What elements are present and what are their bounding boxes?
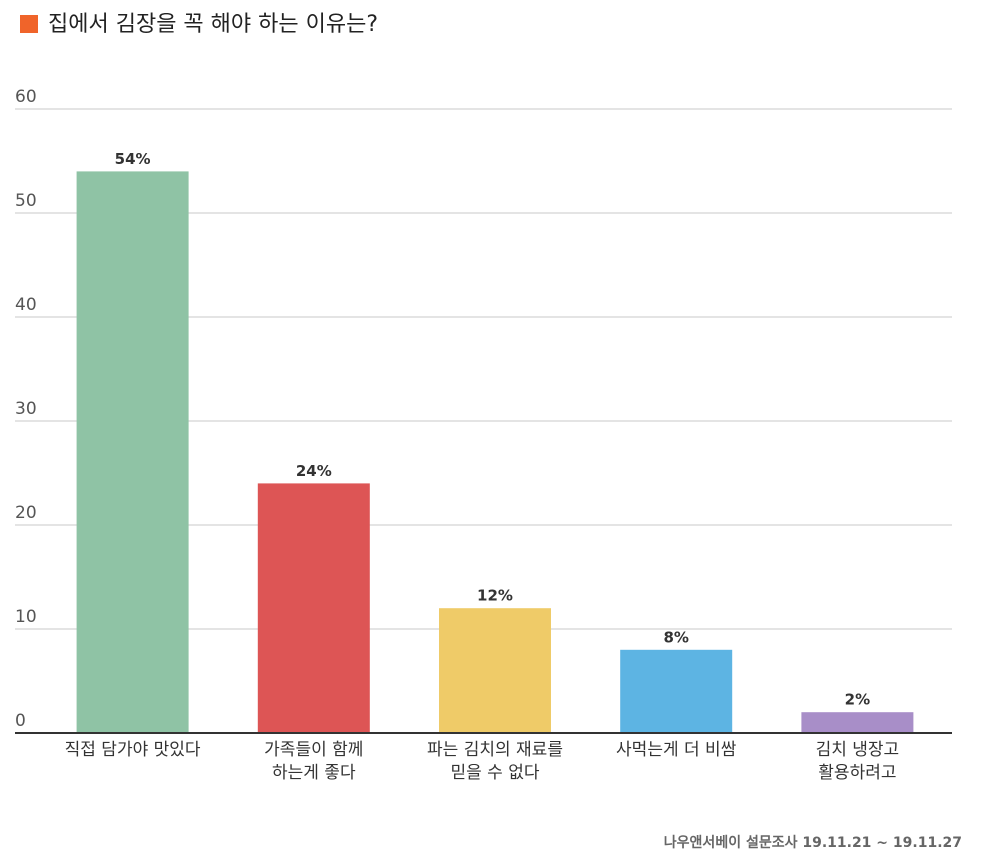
bar — [439, 608, 551, 733]
y-tick-label: 0 — [15, 711, 26, 731]
y-tick-label: 40 — [15, 295, 37, 315]
bar — [801, 712, 914, 733]
bar — [257, 483, 370, 733]
value-label: 8% — [663, 628, 688, 646]
chart-title: 집에서 김장을 꼭 해야 하는 이유는? — [48, 12, 378, 37]
x-tick-label: 활용하려고 — [818, 763, 896, 783]
x-tick-label: 김치 냉장고 — [816, 740, 900, 760]
y-tick-label: 20 — [15, 503, 37, 523]
bar — [76, 171, 189, 733]
x-tick-label: 사먹는게 더 비쌈 — [616, 740, 737, 760]
x-tick-label: 파는 김치의 재료를 — [427, 740, 563, 760]
x-tick-label: 가족들이 함께 — [264, 740, 363, 760]
value-label: 12% — [477, 587, 513, 605]
source-note: 나우앤서베이 설문조사 19.11.21 ~ 19.11.27 — [664, 834, 962, 851]
y-tick-label: 10 — [15, 607, 37, 627]
x-tick-label: 믿을 수 없다 — [450, 763, 539, 783]
x-tick-label: 직접 담가야 맛있다 — [65, 740, 201, 760]
y-tick-label: 60 — [15, 87, 37, 107]
value-label: 24% — [296, 462, 332, 480]
y-tick-label: 30 — [15, 399, 37, 419]
value-label: 2% — [845, 691, 870, 709]
value-label: 54% — [115, 150, 151, 168]
y-tick-label: 50 — [15, 191, 37, 211]
title-marker — [20, 15, 38, 33]
bar — [620, 649, 733, 733]
x-tick-label: 하는게 좋다 — [272, 763, 356, 783]
